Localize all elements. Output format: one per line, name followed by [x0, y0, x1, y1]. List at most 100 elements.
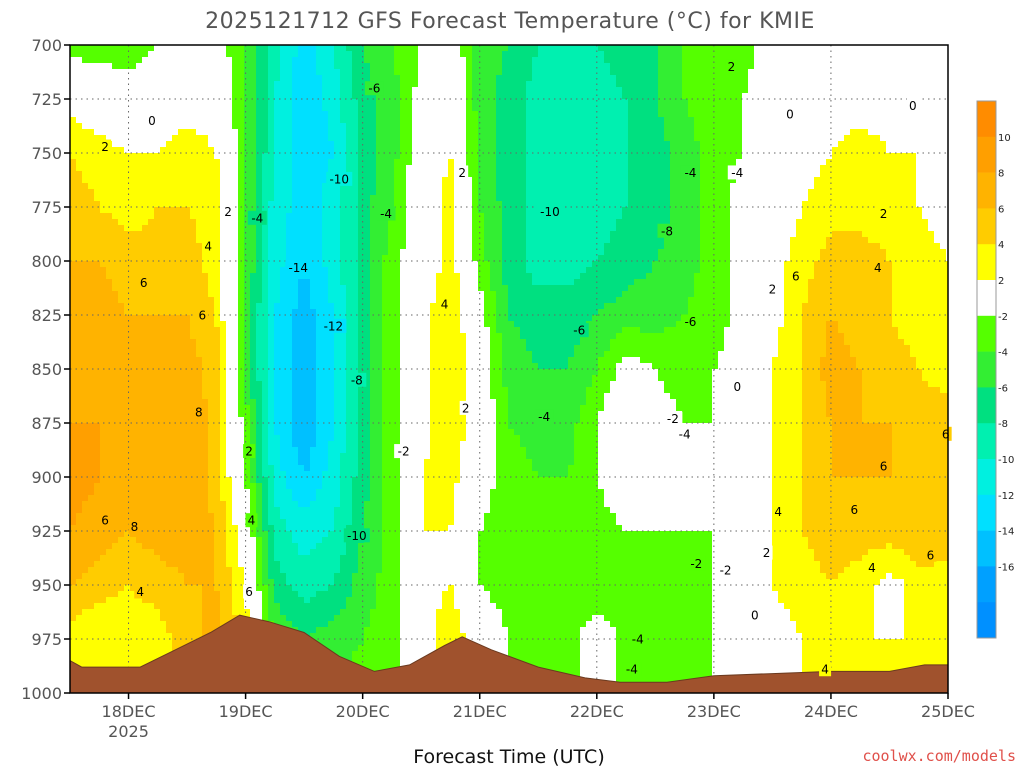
temperature-cell — [364, 201, 370, 207]
temperature-cell — [100, 243, 106, 249]
temperature-cell — [640, 69, 646, 75]
temperature-cell — [82, 153, 88, 159]
temperature-cell — [532, 129, 538, 135]
temperature-cell — [628, 99, 634, 105]
temperature-cell — [190, 213, 196, 219]
temperature-cell — [328, 237, 334, 243]
temperature-cell — [346, 51, 352, 57]
temperature-cell — [208, 141, 214, 147]
temperature-cell — [328, 153, 334, 159]
temperature-cell — [142, 153, 148, 159]
temperature-cell — [166, 189, 172, 195]
temperature-cell — [160, 213, 166, 219]
temperature-cell — [238, 177, 244, 183]
temperature-cell — [928, 135, 934, 141]
temperature-cell — [682, 63, 688, 69]
temperature-cell — [292, 57, 298, 63]
temperature-cell — [820, 129, 826, 135]
temperature-cell — [514, 105, 520, 111]
temperature-cell — [772, 69, 778, 75]
temperature-cell — [760, 129, 766, 135]
temperature-cell — [748, 135, 754, 141]
temperature-cell — [886, 45, 892, 51]
temperature-cell — [790, 195, 796, 201]
temperature-cell — [790, 51, 796, 57]
temperature-cell — [574, 237, 580, 243]
temperature-cell — [154, 231, 160, 237]
temperature-cell — [460, 195, 466, 201]
temperature-cell — [640, 87, 646, 93]
temperature-cell — [868, 87, 874, 93]
temperature-cell — [136, 117, 142, 123]
temperature-cell — [856, 75, 862, 81]
temperature-cell — [298, 189, 304, 195]
temperature-cell — [460, 117, 466, 123]
temperature-cell — [844, 123, 850, 129]
temperature-cell — [526, 81, 532, 87]
temperature-cell — [898, 171, 904, 177]
temperature-cell — [880, 141, 886, 147]
temperature-cell — [910, 189, 916, 195]
temperature-cell — [388, 81, 394, 87]
temperature-cell — [892, 225, 898, 231]
temperature-cell — [322, 123, 328, 129]
temperature-cell — [496, 207, 502, 213]
temperature-cell — [820, 57, 826, 63]
temperature-cell — [76, 123, 82, 129]
temperature-cell — [868, 189, 874, 195]
temperature-cell — [394, 159, 400, 165]
temperature-cell — [472, 171, 478, 177]
temperature-cell — [520, 135, 526, 141]
temperature-cell — [922, 105, 928, 111]
temperature-cell — [172, 243, 178, 249]
temperature-cell — [784, 159, 790, 165]
temperature-cell — [532, 159, 538, 165]
temperature-cell — [286, 189, 292, 195]
temperature-cell — [394, 153, 400, 159]
temperature-cell — [298, 225, 304, 231]
temperature-cell — [502, 51, 508, 57]
temperature-cell — [142, 129, 148, 135]
temperature-cell — [574, 87, 580, 93]
temperature-cell — [766, 225, 772, 231]
temperature-cell — [376, 51, 382, 57]
temperature-cell — [202, 123, 208, 129]
temperature-cell — [646, 99, 652, 105]
temperature-cell — [298, 99, 304, 105]
temperature-cell — [106, 189, 112, 195]
temperature-cell — [790, 201, 796, 207]
temperature-cell — [268, 123, 274, 129]
temperature-cell — [736, 231, 742, 237]
temperature-cell — [760, 165, 766, 171]
temperature-cell — [700, 177, 706, 183]
temperature-cell — [544, 129, 550, 135]
temperature-cell — [190, 93, 196, 99]
temperature-cell — [232, 189, 238, 195]
temperature-cell — [706, 57, 712, 63]
temperature-cell — [304, 231, 310, 237]
temperature-cell — [190, 195, 196, 201]
temperature-cell — [70, 87, 76, 93]
temperature-cell — [712, 189, 718, 195]
temperature-cell — [838, 69, 844, 75]
temperature-cell — [82, 105, 88, 111]
temperature-cell — [136, 45, 142, 51]
temperature-cell — [322, 153, 328, 159]
temperature-cell — [640, 237, 646, 243]
temperature-cell — [784, 63, 790, 69]
temperature-cell — [676, 93, 682, 99]
temperature-cell — [868, 45, 874, 51]
temperature-cell — [556, 171, 562, 177]
temperature-cell — [82, 123, 88, 129]
temperature-cell — [556, 189, 562, 195]
temperature-cell — [772, 135, 778, 141]
temperature-cell — [610, 135, 616, 141]
temperature-cell — [256, 201, 262, 207]
temperature-cell — [184, 129, 190, 135]
temperature-cell — [802, 93, 808, 99]
temperature-cell — [538, 141, 544, 147]
temperature-cell — [370, 69, 376, 75]
temperature-cell — [634, 141, 640, 147]
temperature-cell — [382, 105, 388, 111]
temperature-cell — [562, 243, 568, 249]
